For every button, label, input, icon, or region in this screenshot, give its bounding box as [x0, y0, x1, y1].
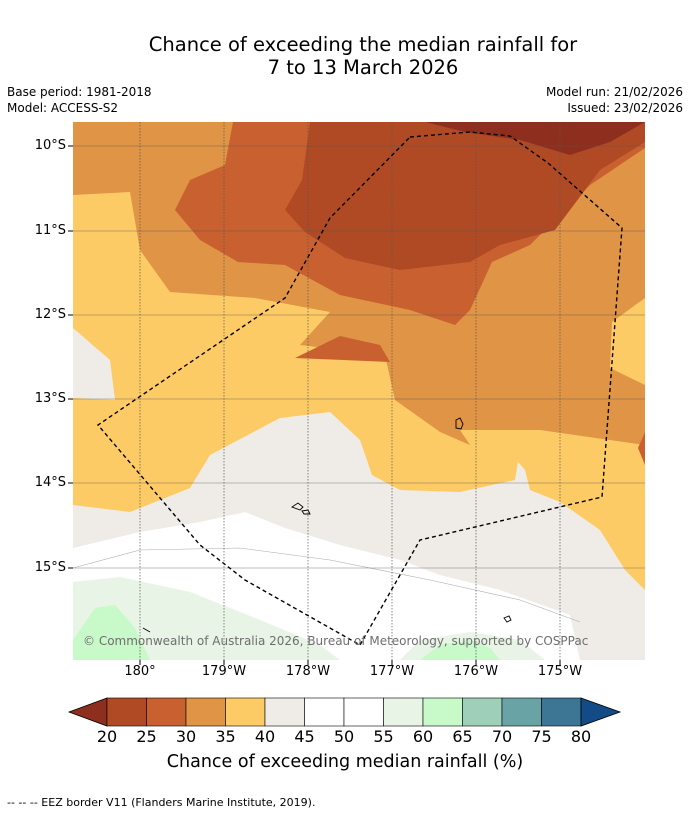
colorbar-tick-80: 80 [570, 727, 592, 746]
colorbar-tick-30: 30 [175, 727, 197, 746]
colorbar-segment [541, 697, 582, 727]
colorbar-tick-60: 60 [412, 727, 434, 746]
colorbar-segment [422, 697, 463, 727]
colorbar-segment [501, 697, 542, 727]
island-outline [455, 417, 464, 430]
lat-label-13s: 13°S [34, 391, 66, 406]
zone-60-65-west [73, 605, 150, 660]
model-name: Model: ACCESS-S2 [7, 101, 119, 115]
colorbar-tick-50: 50 [333, 727, 355, 746]
lon-label-177w: 177°W [369, 664, 415, 679]
map-title-line-1: Chance of exceeding the median rainfall … [148, 33, 578, 56]
lat-label-11s: 11°S [34, 223, 66, 238]
map-title-line-2: 7 to 13 March 2026 [267, 56, 459, 79]
colorbar-segment [225, 697, 266, 727]
lat-label-15s: 15°S [34, 560, 66, 575]
colorbar-segment [462, 697, 503, 727]
lon-label-179w: 179°W [201, 664, 247, 679]
base-period: Base period: 1981-2018 [7, 85, 152, 99]
eez-border [96, 131, 623, 646]
contour-line [73, 547, 581, 623]
eez-footnote: -- -- -- EEZ border V11 (Flanders Marine… [7, 796, 316, 809]
colorbar-tick-40: 40 [254, 727, 276, 746]
model-run: Model run: 21/02/2026 [545, 85, 683, 99]
colorbar-under-arrow [67, 697, 108, 727]
copyright-text: © Commonwealth of Australia 2026, Bureau… [83, 634, 588, 648]
zone-60-65-south [420, 640, 500, 660]
zone-25-30-east [638, 432, 645, 465]
lon-label-176w: 176°W [453, 664, 499, 679]
colorbar-tick-35: 35 [215, 727, 236, 746]
zone-25-30-south [295, 336, 390, 362]
colorbar-over-arrow [580, 697, 622, 727]
lon-label-175w: 175°W [537, 664, 583, 679]
island-outline [301, 509, 311, 515]
colorbar [67, 697, 622, 727]
colorbar-segment [304, 697, 345, 727]
parallels [73, 145, 645, 569]
colorbar-segment [264, 697, 305, 727]
island-outline [503, 615, 512, 623]
zone-35-40-east [610, 298, 645, 385]
lon-label-178w: 178°W [285, 664, 331, 679]
lat-label-12s: 12°S [34, 307, 66, 322]
colorbar-tick-70: 70 [491, 727, 513, 746]
colorbar-segment [185, 697, 226, 727]
colorbar-tick-25: 25 [136, 727, 157, 746]
axis-ticks [68, 145, 561, 665]
colorbar-segment [106, 697, 147, 727]
issued-date: Issued: 23/02/2026 [567, 101, 683, 115]
colorbar-tick-55: 55 [373, 727, 394, 746]
lon-label-180: 180° [124, 664, 156, 679]
graticule [139, 122, 561, 660]
colorbar-segment [146, 697, 187, 727]
colorbar-tick-45: 45 [294, 727, 315, 746]
colorbar-segment [383, 697, 424, 727]
colorbar-tick-65: 65 [452, 727, 473, 746]
island-outline [142, 627, 151, 633]
zone-20-25 [285, 122, 645, 270]
colorbar-tick-75: 75 [531, 727, 552, 746]
zone-40-45-west [73, 328, 115, 400]
colorbar-segment [343, 697, 384, 727]
island-outline [291, 502, 304, 511]
lat-label-14s: 14°S [34, 475, 66, 490]
colorbar-title: Chance of exceeding median rainfall (%) [166, 752, 524, 772]
colorbar-tick-20: 20 [96, 727, 118, 746]
rainfall-probability-map: © Commonwealth of Australia 2026, Bureau… [73, 122, 645, 660]
zone-below-20 [425, 122, 645, 155]
lat-label-10s: 10°S [34, 138, 66, 153]
